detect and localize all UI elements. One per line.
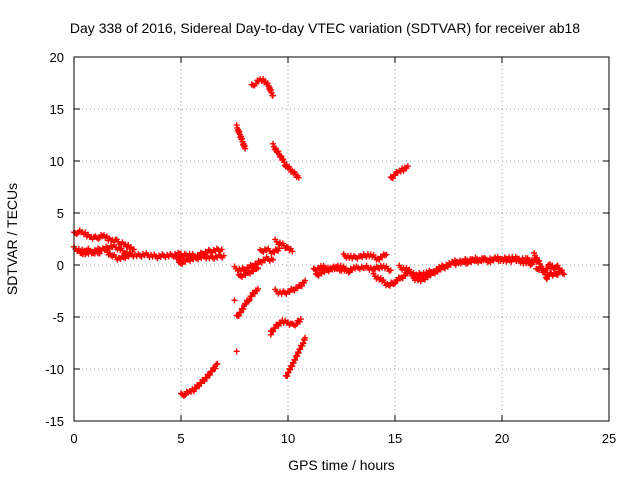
data-point [250, 268, 257, 275]
data-point [383, 251, 390, 258]
data-point [220, 252, 227, 259]
data-point [231, 297, 238, 304]
data-point [283, 243, 290, 250]
x-tick-label: 10 [281, 431, 295, 446]
data-point [267, 331, 274, 338]
x-tick-label: 0 [70, 431, 77, 446]
data-point [298, 283, 305, 290]
data-point [240, 306, 247, 313]
data-point [302, 277, 309, 284]
data-point [178, 254, 185, 261]
data-point [528, 260, 535, 267]
data-point [294, 285, 301, 292]
data-point [179, 261, 186, 267]
data-point [280, 156, 287, 163]
data-point [128, 251, 135, 258]
y-tick-label: 15 [50, 102, 64, 117]
data-point [294, 353, 301, 360]
data-point [270, 92, 277, 99]
data-point [246, 296, 253, 303]
x-axis-label: GPS time / hours [288, 457, 395, 473]
data-point [284, 373, 291, 380]
grid-lines [74, 57, 609, 421]
data-point [108, 252, 115, 259]
data-point [270, 328, 277, 335]
data-point [297, 346, 304, 353]
data-point [270, 256, 277, 263]
data-point [255, 265, 262, 272]
data-point [347, 268, 354, 275]
data-point [531, 250, 538, 256]
data-point [400, 167, 407, 174]
data-point [287, 366, 294, 373]
data-point [242, 145, 249, 152]
data-point [218, 246, 225, 253]
data-point [212, 365, 219, 372]
data-point [233, 348, 240, 355]
data-point [281, 159, 288, 166]
data-point [544, 265, 551, 272]
y-tick-label: 10 [50, 154, 64, 169]
data-point [286, 289, 293, 296]
data-points [71, 75, 568, 399]
y-axis-label: SDTVAR / TECUs [4, 183, 20, 295]
data-point [248, 293, 255, 300]
chart-title: Day 338 of 2016, Sidereal Day-to-day VTE… [70, 20, 580, 36]
data-point [275, 148, 282, 155]
data-point [292, 356, 299, 363]
data-point [404, 163, 411, 170]
x-tick-label: 20 [495, 431, 509, 446]
data-point [247, 270, 254, 277]
data-point [533, 254, 540, 261]
data-point [255, 285, 262, 292]
data-point [264, 80, 271, 87]
data-point [252, 80, 259, 87]
data-point [392, 172, 398, 179]
data-point [536, 257, 543, 264]
data-point [267, 86, 274, 93]
data-point [130, 246, 137, 253]
data-point [203, 375, 210, 382]
data-point [276, 245, 283, 252]
plot-frame [73, 56, 610, 422]
data-point [242, 272, 249, 279]
data-point [538, 263, 545, 270]
x-tick-label: 15 [388, 431, 402, 446]
data-point [295, 174, 302, 181]
y-tick-label: 5 [57, 206, 64, 221]
data-point [302, 334, 309, 341]
data-point [258, 259, 265, 266]
axis-ticks: 0 5 10 15 20 25 -15 -10 -5 0 5 10 15 20 [45, 50, 616, 446]
x-tick-label: 25 [602, 431, 616, 446]
data-point [291, 287, 298, 294]
data-point [237, 309, 244, 316]
data-point [209, 368, 216, 375]
data-point [214, 360, 221, 367]
data-point [558, 267, 565, 274]
data-point [96, 250, 103, 257]
data-point [206, 372, 213, 379]
data-point [277, 152, 284, 159]
data-point [245, 298, 252, 305]
data-point [235, 313, 242, 319]
y-tick-label: 0 [57, 258, 64, 273]
y-tick-label: 20 [50, 50, 64, 65]
data-point [542, 269, 549, 276]
data-point [213, 361, 220, 368]
data-point [289, 363, 296, 370]
data-point [297, 316, 304, 323]
x-tick-label: 5 [177, 431, 184, 446]
data-point [390, 281, 397, 288]
data-point [561, 271, 568, 278]
y-tick-label: -5 [52, 310, 64, 325]
data-point [289, 248, 296, 255]
y-tick-label: -15 [45, 414, 64, 429]
data-point [270, 140, 277, 147]
data-point [387, 267, 394, 274]
y-tick-label: -10 [45, 362, 64, 377]
data-point [295, 349, 302, 356]
